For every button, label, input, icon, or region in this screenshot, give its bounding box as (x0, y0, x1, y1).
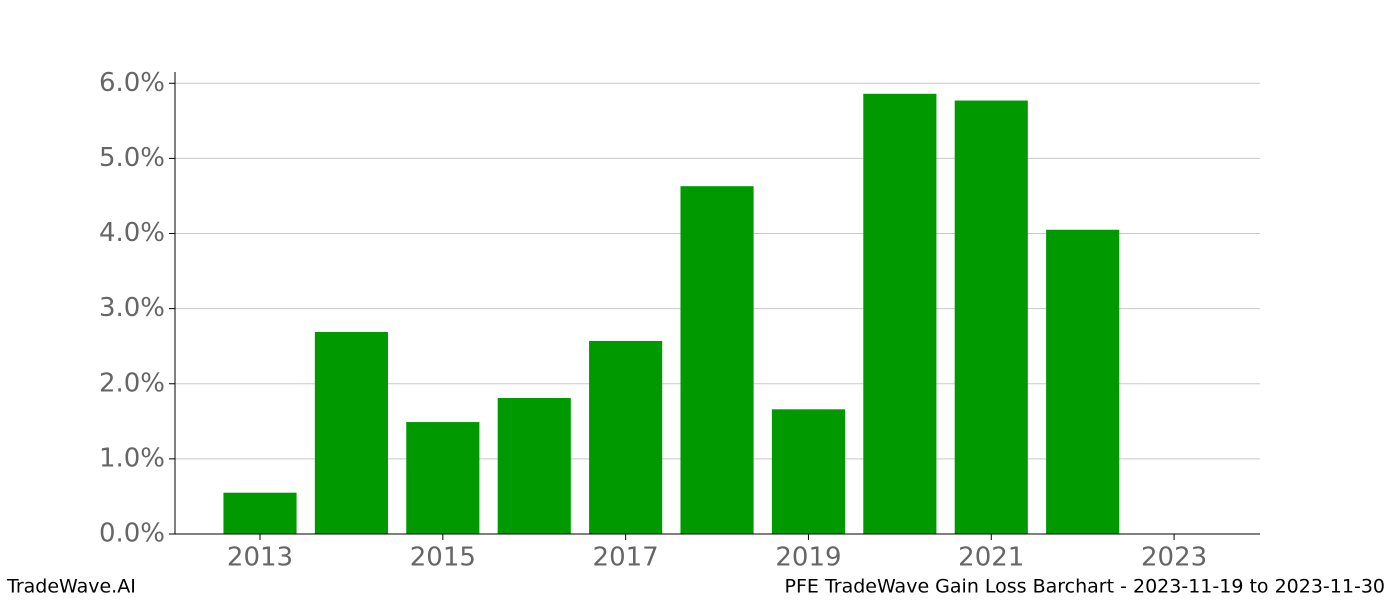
x-tick-label: 2013 (227, 543, 293, 573)
bar (954, 100, 1028, 535)
bar (406, 422, 480, 534)
bar (771, 409, 846, 534)
y-tick-label: 3.0% (99, 293, 165, 323)
y-tick-label: 6.0% (99, 68, 165, 98)
y-tick-label: 4.0% (99, 218, 165, 248)
bar (680, 186, 754, 534)
bar (589, 340, 663, 534)
y-tick-label: 0.0% (99, 519, 165, 549)
bar (863, 93, 937, 534)
y-tick-label: 2.0% (99, 368, 165, 398)
x-tick-label: 2015 (410, 543, 476, 573)
x-tick-label: 2023 (1141, 543, 1207, 573)
x-tick-label: 2021 (958, 543, 1024, 573)
bar (1046, 229, 1120, 534)
x-tick-label: 2017 (593, 543, 659, 573)
y-tick-label: 5.0% (99, 143, 165, 173)
bar (497, 398, 571, 534)
y-tick-label: 1.0% (99, 443, 165, 473)
bar (223, 492, 297, 534)
watermark: TradeWave.AI (6, 576, 136, 598)
chart-title: PFE TradeWave Gain Loss Barchart - 2023-… (785, 576, 1385, 598)
bar (314, 331, 388, 534)
x-tick-label: 2019 (775, 543, 841, 573)
